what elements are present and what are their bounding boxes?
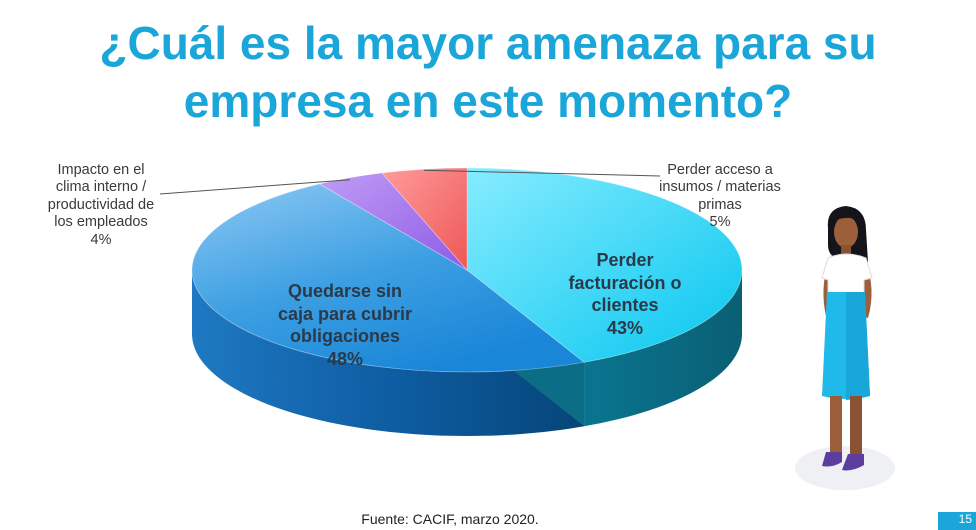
label-value: 5% bbox=[709, 214, 731, 231]
slice-quedarse-sin-caja-side bbox=[192, 270, 585, 436]
label-line: Perder acceso a bbox=[667, 162, 773, 178]
label-line: obligaciones bbox=[289, 326, 401, 346]
label-line: Perder bbox=[596, 250, 654, 270]
label-perder-facturacion: Perder facturación o clientes 43% bbox=[530, 249, 720, 339]
label-value: 43% bbox=[606, 317, 644, 338]
pie-slices bbox=[191, 167, 743, 373]
leader-line-insumos bbox=[423, 169, 661, 177]
label-value: 4% bbox=[90, 231, 112, 248]
slice-perder-acceso bbox=[381, 167, 468, 272]
label-line: insumos / materias bbox=[659, 179, 781, 196]
label-line: clientes bbox=[591, 295, 659, 315]
label-perder-acceso-insumos: Perder acceso a insumos / materias prima… bbox=[640, 162, 800, 232]
slice-perder-facturacion bbox=[466, 167, 743, 363]
label-line: clima interno / bbox=[55, 179, 147, 196]
woman-illustration bbox=[795, 206, 895, 490]
leader-line-impacto bbox=[159, 179, 350, 195]
label-value: 48% bbox=[326, 348, 364, 369]
label-line: caja para cubrir bbox=[277, 303, 413, 324]
label-line: facturación o bbox=[568, 272, 682, 293]
label-quedarse-sin-caja: Quedarse sin caja para cubrir obligacion… bbox=[245, 280, 445, 370]
label-impacto-clima: Impacto en el clima interno / productivi… bbox=[22, 162, 180, 249]
leader-lines bbox=[159, 169, 661, 195]
label-line: productividad de bbox=[47, 196, 155, 213]
label-line: Impacto en el bbox=[57, 162, 145, 178]
slice-perder-facturacion-side bbox=[584, 270, 742, 427]
page-title: ¿Cuál es la mayor amenaza para su empres… bbox=[0, 14, 976, 130]
label-line: primas bbox=[698, 196, 742, 213]
title-line-1: ¿Cuál es la mayor amenaza para su bbox=[99, 17, 877, 69]
label-line: Quedarse sin bbox=[287, 281, 403, 301]
slice-impacto-clima bbox=[318, 172, 468, 271]
slice-quedarse-sin-caja bbox=[191, 183, 586, 373]
source-note: Fuente: CACIF, marzo 2020. bbox=[361, 511, 539, 527]
page-number: 15 bbox=[938, 512, 976, 530]
title-line-2: empresa en este momento? bbox=[183, 75, 793, 127]
label-line: los empleados bbox=[54, 214, 148, 231]
